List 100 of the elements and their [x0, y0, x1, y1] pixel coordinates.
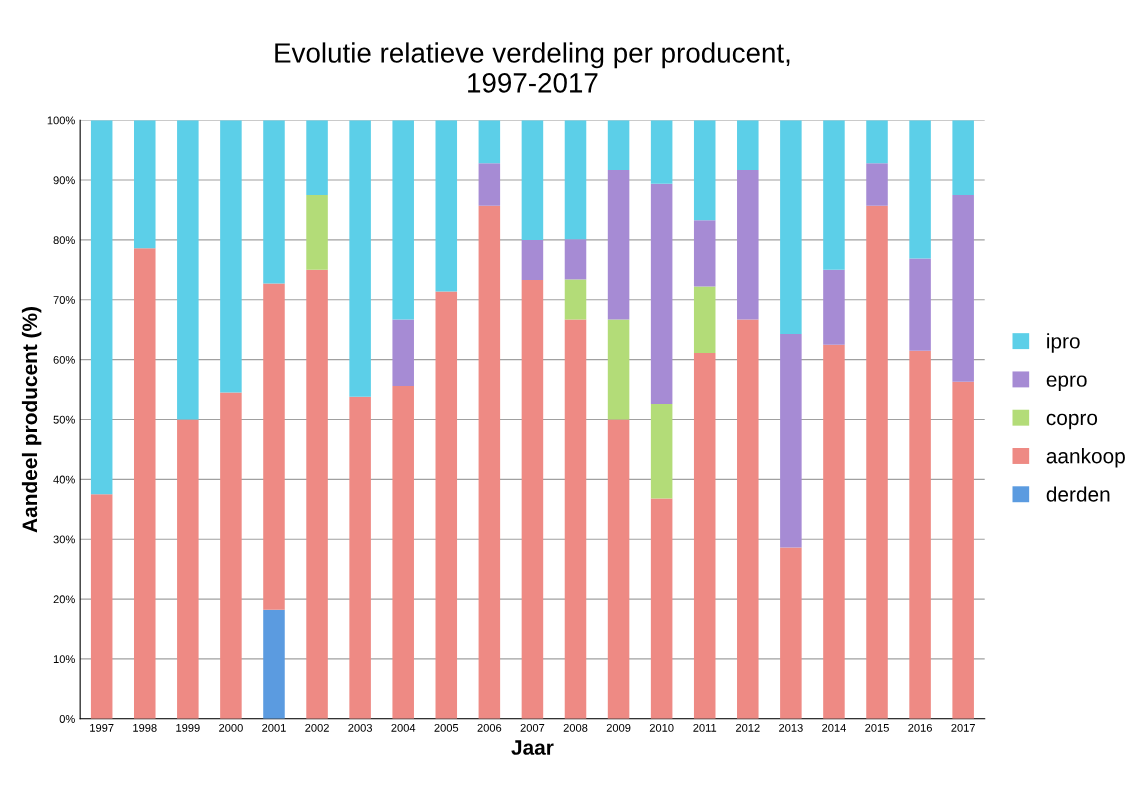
bar	[435, 291, 458, 719]
bar	[349, 396, 371, 719]
bar	[693, 286, 716, 354]
bar	[780, 333, 802, 548]
bar	[952, 381, 974, 719]
bar	[564, 120, 587, 240]
bar	[866, 120, 888, 164]
x-tick-label: 2016	[908, 723, 932, 732]
bar	[952, 195, 974, 382]
bar	[478, 120, 501, 164]
legend-label: aankoop	[1046, 448, 1125, 468]
bar	[607, 169, 630, 320]
chart-title: Evolutie relatieve verdeling per producent, 1997-2017	[275, 42, 790, 93]
y-tick-label: 0%	[59, 715, 75, 723]
bar	[693, 353, 716, 719]
bar	[220, 392, 242, 719]
x-tick-label: 2012	[736, 723, 760, 732]
bar	[478, 205, 501, 719]
y-tick-label: 70%	[53, 296, 75, 304]
x-tick-label: 1998	[133, 723, 157, 732]
bar	[90, 494, 113, 719]
bar	[133, 120, 156, 249]
legend-label: epro	[1046, 375, 1087, 391]
x-tick-label: 2001	[262, 723, 286, 732]
x-tick-label: 2017	[951, 723, 975, 732]
bar	[263, 283, 285, 610]
bar	[823, 120, 845, 270]
bar	[349, 120, 371, 397]
bar	[693, 220, 716, 287]
x-tick-label: 2009	[606, 723, 631, 732]
x-tick-label: 2003	[348, 723, 372, 732]
bar	[823, 269, 845, 345]
y-tick-label: 60%	[53, 355, 75, 364]
bar	[564, 319, 587, 719]
bar	[392, 319, 414, 386]
x-tick-label: 2005	[434, 723, 459, 732]
x-tick-label: 2000	[219, 723, 243, 732]
y-tick-label: 80%	[53, 236, 75, 245]
y-tick-label: 50%	[53, 415, 75, 424]
bar	[564, 279, 587, 320]
bar	[650, 498, 673, 719]
y-tick-label: 90%	[53, 176, 75, 185]
bar	[650, 403, 673, 499]
bar	[306, 120, 328, 196]
bar	[650, 120, 673, 184]
x-tick-label: 2006	[477, 723, 502, 732]
bar	[478, 163, 501, 206]
x-tick-label: 2002	[305, 723, 329, 732]
x-tick-label: 2007	[520, 723, 545, 732]
bar	[780, 547, 802, 719]
y-tick-label: 100%	[47, 116, 75, 125]
legend-label: ipro	[1047, 333, 1080, 353]
bar	[177, 419, 199, 719]
bar	[521, 120, 544, 240]
legend-label: derden	[1046, 486, 1110, 502]
bar	[737, 319, 759, 719]
bar	[392, 385, 414, 719]
x-tick-label: 2013	[779, 723, 803, 732]
y-tick-label: 20%	[53, 595, 75, 604]
bar	[693, 120, 716, 221]
bar	[607, 319, 630, 420]
bar	[780, 120, 802, 334]
bar	[737, 120, 759, 170]
bar	[909, 350, 931, 719]
bar	[263, 609, 285, 719]
bar	[392, 120, 414, 320]
x-tick-label: 1999	[176, 723, 200, 732]
bar	[521, 280, 544, 719]
bar	[866, 163, 888, 206]
bar	[909, 120, 931, 259]
x-tick-label: 2010	[649, 723, 674, 732]
legend-label: copro	[1046, 413, 1098, 430]
bar	[607, 419, 630, 719]
x-tick-label: 2008	[563, 723, 588, 732]
y-tick-label: 40%	[53, 475, 75, 484]
bar	[220, 120, 242, 393]
bar	[607, 120, 630, 170]
y-tick-label: 30%	[53, 535, 75, 544]
bar	[90, 120, 113, 495]
bar	[564, 239, 587, 280]
bar	[521, 239, 544, 281]
x-tick-label: 2004	[391, 723, 416, 732]
x-tick-label: 1997	[90, 723, 114, 732]
bar	[909, 258, 931, 351]
bar	[650, 183, 673, 404]
x-tick-label: 2015	[865, 723, 889, 732]
x-tick-label: 2011	[693, 723, 717, 732]
bar	[866, 205, 888, 719]
x-tick-label: 2014	[822, 723, 846, 732]
bar	[435, 120, 458, 292]
bar	[263, 120, 285, 284]
bar	[952, 120, 974, 196]
bar	[306, 195, 328, 270]
x-axis-title: Jaar	[511, 740, 554, 755]
bar	[823, 344, 845, 719]
y-tick-label: 10%	[53, 655, 75, 664]
bar	[133, 248, 156, 719]
y-axis-title: Aandeel producent (%)	[21, 307, 42, 533]
bar	[737, 169, 759, 320]
bar	[177, 120, 199, 420]
